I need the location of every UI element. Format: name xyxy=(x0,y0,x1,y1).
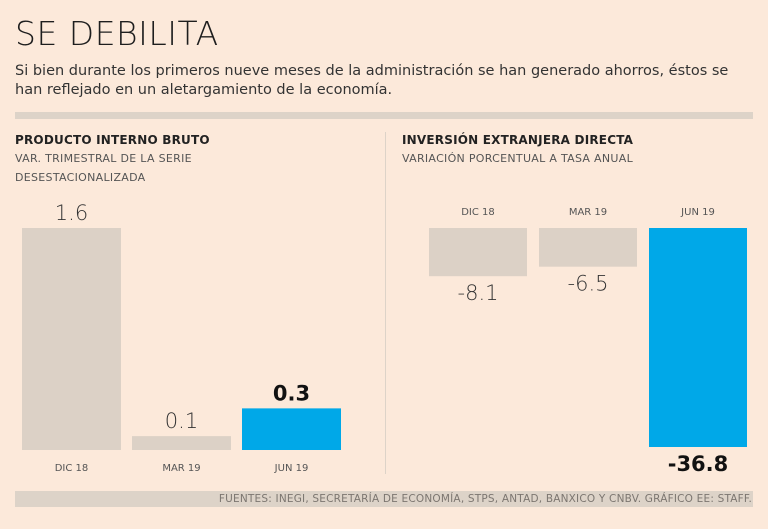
chart1-title: PRODUCTO INTERNO BRUTO xyxy=(15,133,210,147)
chart1-category-label: MAR 19 xyxy=(162,463,200,474)
chart1-subtitle-line1: VAR. TRIMESTRAL DE LA SERIE xyxy=(15,152,192,165)
chart2-bar xyxy=(649,228,747,447)
chart2-category-label: DIC 18 xyxy=(461,207,495,218)
chart1-subtitle-line2: DESESTACIONALIZADA xyxy=(15,171,146,184)
chart1-category-label: JUN 19 xyxy=(274,463,309,474)
chart1-value-label: 0.3 xyxy=(273,381,310,405)
chart2-bar xyxy=(539,228,637,267)
chart2-value-label: -8.1 xyxy=(458,281,499,305)
chart1-bar xyxy=(22,228,121,450)
page-title: SE DEBILITA xyxy=(15,14,219,53)
chart1-bar xyxy=(132,436,231,450)
chart2-bar xyxy=(429,228,527,277)
chart2-category-label: MAR 19 xyxy=(569,207,607,218)
top-rule xyxy=(15,112,753,119)
chart1-subtitle: VAR. TRIMESTRAL DE LA SERIE DESESTACIONA… xyxy=(15,149,192,187)
chart1-category-label: DIC 18 xyxy=(55,463,89,474)
page-subtitle: Si bien durante los primeros nueve meses… xyxy=(15,63,729,98)
bottom-rule xyxy=(15,491,753,507)
chart1-value-label: 0.1 xyxy=(165,409,198,433)
chart1-value-label: 1.6 xyxy=(55,201,88,225)
chart2-value-label: -6.5 xyxy=(568,272,609,296)
chart2-title: INVERSIÓN EXTRANJERA DIRECTA xyxy=(402,133,634,147)
chart-divider xyxy=(385,132,386,474)
chart1-bar xyxy=(242,408,341,450)
source-note: FUENTES: INEGI, SECRETARÍA DE ECONOMÍA, … xyxy=(218,493,752,505)
chart2-value-label: -36.8 xyxy=(668,452,729,476)
chart2-category-label: JUN 19 xyxy=(680,207,715,218)
chart2-subtitle: VARIACIÓN PORCENTUAL A TASA ANUAL xyxy=(402,152,634,165)
